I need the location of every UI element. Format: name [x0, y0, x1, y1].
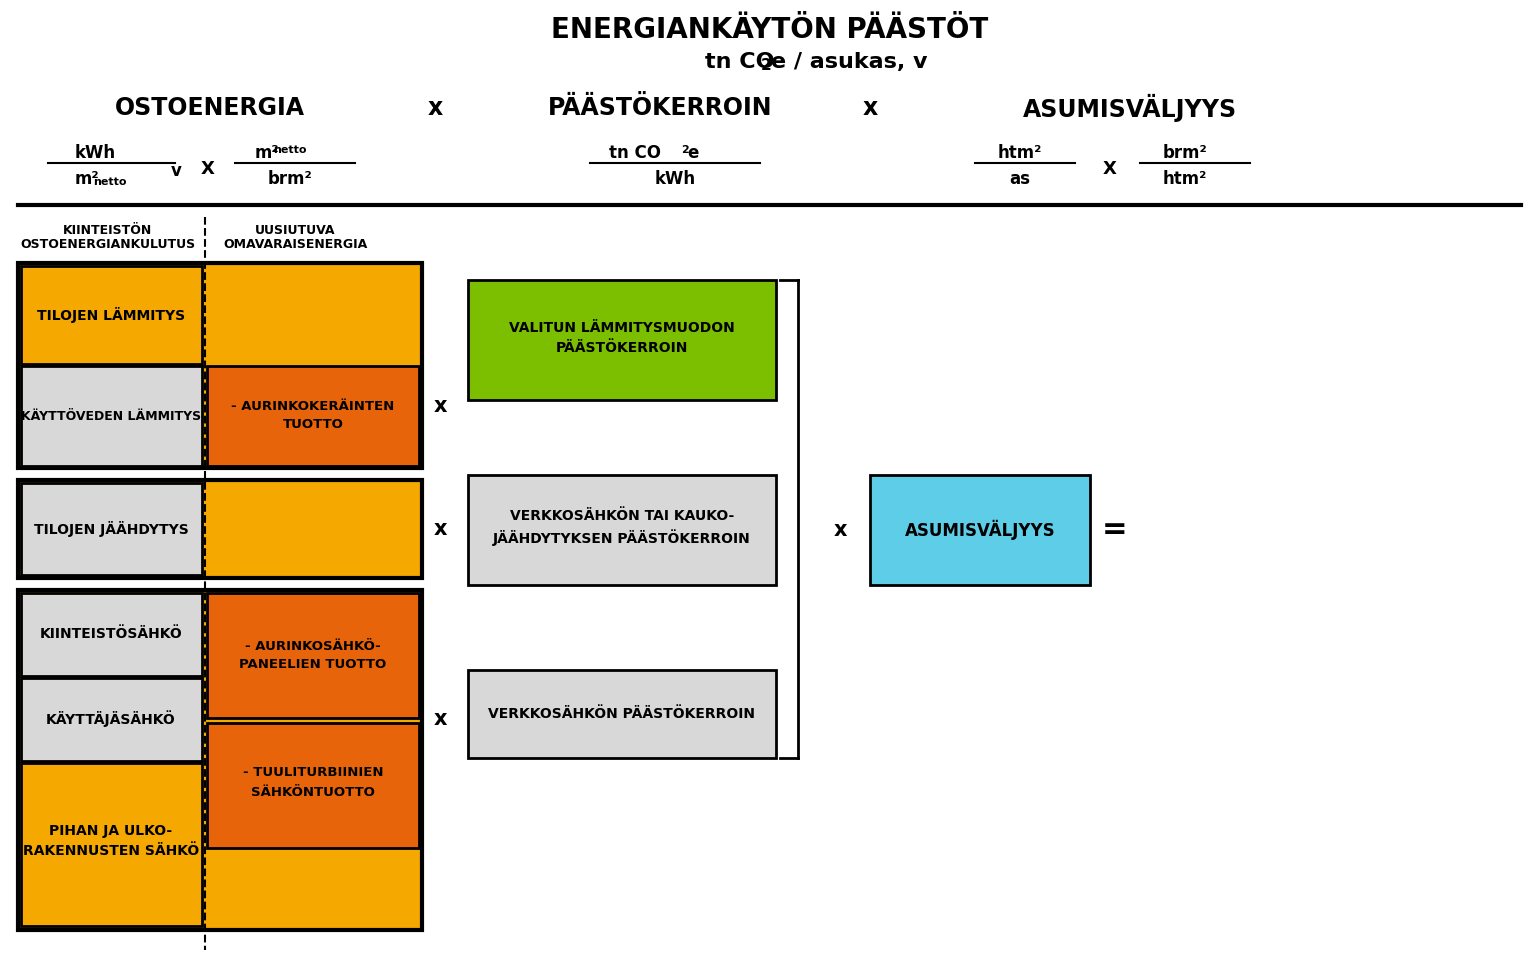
Text: ENERGIANKÄYTÖN PÄÄSTÖT: ENERGIANKÄYTÖN PÄÄSTÖT — [551, 16, 988, 44]
Text: ASUMISVÄLJYYS: ASUMISVÄLJYYS — [1023, 94, 1237, 122]
Text: kWh: kWh — [74, 144, 115, 162]
Text: VERKKOSÄHKÖN PÄÄSTÖKERROIN: VERKKOSÄHKÖN PÄÄSTÖKERROIN — [488, 707, 756, 721]
Text: =: = — [1102, 515, 1128, 545]
Bar — [18, 263, 422, 468]
Bar — [22, 483, 202, 575]
Text: brm²: brm² — [268, 170, 312, 188]
Bar — [22, 266, 202, 364]
Text: m²: m² — [254, 144, 279, 162]
Text: PIHAN JA ULKO-: PIHAN JA ULKO- — [49, 824, 172, 838]
Bar — [208, 723, 419, 848]
Text: PÄÄSTÖKERROIN: PÄÄSTÖKERROIN — [548, 96, 773, 120]
Text: KIINTEISTÖN: KIINTEISTÖN — [63, 224, 152, 236]
Text: VERKKOSÄHKÖN TAI KAUKO-: VERKKOSÄHKÖN TAI KAUKO- — [509, 509, 734, 523]
Text: netto: netto — [94, 177, 126, 187]
Text: - TUULITURBIINIEN: - TUULITURBIINIEN — [243, 766, 383, 780]
Text: brm²: brm² — [1162, 144, 1208, 162]
Text: KIINTEISTÖSÄHKÖ: KIINTEISTÖSÄHKÖ — [40, 627, 183, 641]
Bar — [22, 678, 202, 761]
Text: SÄHKÖNTUOTTO: SÄHKÖNTUOTTO — [251, 787, 376, 799]
Text: TUOTTO: TUOTTO — [283, 418, 343, 430]
Bar — [22, 763, 202, 926]
Bar — [18, 480, 422, 578]
Text: X: X — [1103, 160, 1117, 178]
Bar — [870, 475, 1090, 585]
Text: netto: netto — [274, 145, 306, 155]
Bar — [22, 593, 202, 676]
Text: - AURINKOSÄHKÖ-: - AURINKOSÄHKÖ- — [245, 639, 380, 653]
Text: 2: 2 — [760, 59, 771, 73]
Text: x: x — [434, 519, 446, 539]
Text: VALITUN LÄMMITYSMUODON: VALITUN LÄMMITYSMUODON — [509, 321, 736, 335]
Text: x: x — [428, 96, 443, 120]
Text: ASUMISVÄLJYYS: ASUMISVÄLJYYS — [905, 520, 1056, 540]
Text: OSTOENERGIA: OSTOENERGIA — [115, 96, 305, 120]
Text: UUSIUTUVA: UUSIUTUVA — [255, 224, 336, 236]
Text: htm²: htm² — [1163, 170, 1207, 188]
Text: OMAVARAISENERGIA: OMAVARAISENERGIA — [223, 237, 368, 251]
Text: X: X — [202, 160, 215, 178]
Text: JÄÄHDYTYKSEN PÄÄSTÖKERROIN: JÄÄHDYTYKSEN PÄÄSTÖKERROIN — [492, 530, 751, 547]
Bar — [468, 280, 776, 400]
Text: x: x — [862, 96, 877, 120]
Text: TILOJEN LÄMMITYS: TILOJEN LÄMMITYS — [37, 307, 185, 323]
Text: - AURINKOKERÄINTEN: - AURINKOKERÄINTEN — [231, 399, 394, 413]
Text: TILOJEN JÄÄHDYTYS: TILOJEN JÄÄHDYTYS — [34, 521, 188, 537]
Text: PÄÄSTÖKERROIN: PÄÄSTÖKERROIN — [556, 341, 688, 355]
Text: x: x — [434, 709, 446, 729]
Text: v: v — [171, 162, 182, 180]
Text: KÄYTTÄJÄSÄHKÖ: KÄYTTÄJÄSÄHKÖ — [46, 711, 175, 727]
Text: e / asukas, v: e / asukas, v — [771, 52, 928, 72]
Bar — [208, 593, 419, 718]
Bar — [22, 366, 202, 466]
Bar — [468, 670, 776, 758]
Text: 2: 2 — [682, 145, 689, 155]
Text: tn CO: tn CO — [705, 52, 774, 72]
Text: e: e — [688, 144, 699, 162]
Text: x: x — [434, 396, 446, 416]
Text: KÄYTTÖVEDEN LÄMMITYS: KÄYTTÖVEDEN LÄMMITYS — [22, 410, 202, 423]
Text: tn CO: tn CO — [609, 144, 660, 162]
Text: PANEELIEN TUOTTO: PANEELIEN TUOTTO — [240, 658, 386, 671]
Bar — [468, 475, 776, 585]
Text: OSTOENERGIANKULUTUS: OSTOENERGIANKULUTUS — [20, 237, 195, 251]
Text: x: x — [833, 520, 846, 540]
Text: m²: m² — [75, 170, 100, 188]
Text: as: as — [1010, 170, 1031, 188]
Text: htm²: htm² — [997, 144, 1042, 162]
Text: RAKENNUSTEN SÄHKÖ: RAKENNUSTEN SÄHKÖ — [23, 844, 199, 858]
Bar — [18, 590, 422, 930]
Text: kWh: kWh — [654, 170, 696, 188]
Bar — [208, 366, 419, 466]
